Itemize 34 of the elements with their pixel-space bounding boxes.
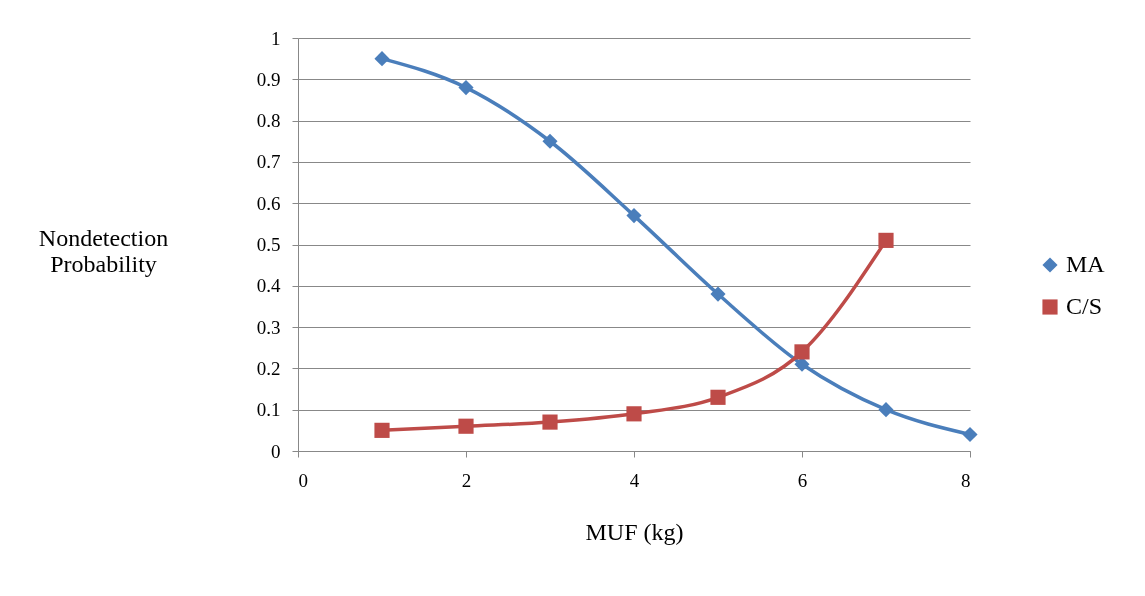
point: [458, 418, 474, 434]
point: [710, 286, 726, 302]
x-tick-label: 4: [629, 469, 640, 491]
legend-label: C/S: [1066, 293, 1103, 319]
point: [878, 402, 894, 418]
y-axis-title: Nondetection Probability: [38, 224, 169, 277]
y-tick-label: 0.8: [256, 110, 281, 132]
y-tick-label: 0.1: [256, 399, 281, 421]
x-tick-label: 8: [961, 469, 971, 491]
point: [458, 79, 474, 96]
y-tick-label: 0.9: [256, 68, 281, 90]
y-tick-label: 1: [271, 27, 281, 49]
point: [794, 344, 810, 360]
y-tick-label: 0.6: [256, 192, 281, 214]
point: [542, 414, 558, 430]
x-tick-label: 0: [298, 469, 308, 491]
point: [626, 208, 642, 224]
y-tick-label: 0.2: [256, 357, 281, 379]
x-tick-label: 6: [797, 469, 808, 491]
y-tick-label: 0.7: [256, 151, 281, 173]
point: [626, 406, 642, 422]
y-tick-label: 0.5: [256, 234, 281, 255]
y-tick-label: 0.4: [256, 275, 281, 297]
point: [878, 232, 894, 248]
point: [374, 422, 390, 438]
point: [542, 133, 558, 149]
legend-label: MA: [1066, 251, 1106, 277]
point: [710, 389, 726, 405]
x-tick-label: 2: [461, 469, 472, 491]
x-axis-title: MUF (kg): [585, 518, 684, 545]
y-tick-label: 0: [271, 440, 281, 462]
point: [374, 51, 390, 67]
y-tick-label: 0.3: [256, 316, 281, 338]
point: [962, 426, 978, 443]
